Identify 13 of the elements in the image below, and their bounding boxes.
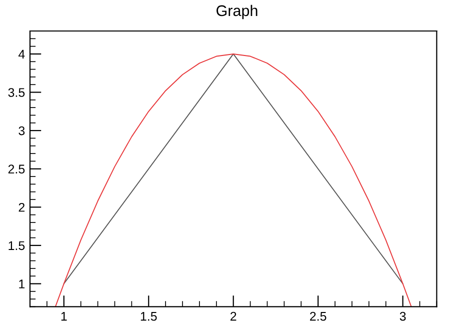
x-tick-label: 3 (400, 312, 406, 321)
y-tick-label: 2 (18, 202, 25, 212)
x-tick-label: 1 (61, 312, 67, 321)
y-tick-label: 3.5 (8, 88, 25, 97)
y-tick-label: 2.5 (8, 164, 25, 174)
y-tick-label: 1.5 (8, 241, 25, 250)
x-tick-label: 2.5 (310, 312, 326, 321)
chart-title: Graph (216, 4, 258, 20)
y-tick-label: 3 (18, 126, 25, 136)
y-tick-label: 4 (18, 50, 25, 59)
x-tick-label: 2 (230, 312, 236, 321)
y-tick-label: 1 (19, 280, 25, 288)
x-tick-label: 1.5 (140, 312, 157, 321)
